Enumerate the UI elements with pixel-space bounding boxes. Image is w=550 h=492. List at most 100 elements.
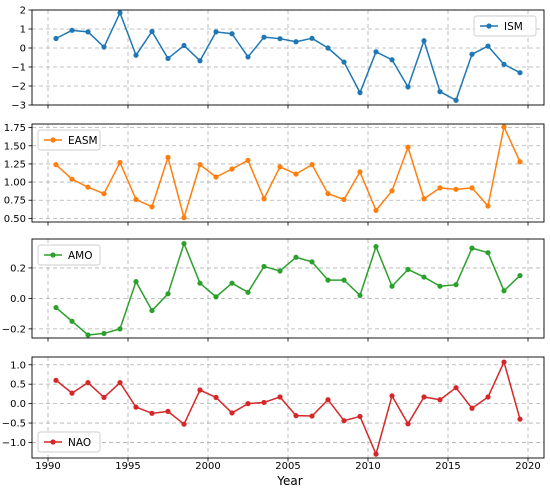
nao-y-axis: 1.0 0.5 0.0 −0.5 −1.0 [2,360,32,449]
nao-data-point [341,418,347,424]
ism-series-line [55,12,521,101]
ism-data-point [453,97,459,103]
easm-data-point [149,204,155,210]
easm-data-point [485,203,491,209]
nao-y-tick-label: −1.0 [2,438,26,449]
nao-data-point [261,399,267,406]
easm-data-point [85,184,91,190]
amo-data-point [53,304,59,311]
amo-data-point [421,274,427,280]
nao-data-point [373,451,379,457]
nao-data-point [165,408,171,414]
nao-data-point [149,410,155,416]
nao-data-point [213,394,219,400]
panel-ism: 2 1 0 −1 −2 −3 ISM [11,6,545,112]
ism-data-point [165,55,171,62]
nao-legend-label: NAO [68,437,91,449]
ism-data-point [405,84,411,90]
easm-legend-box [37,129,101,151]
ism-data-point [213,29,219,35]
easm-data-point [469,185,475,191]
ism-y-axis: 2 1 0 −1 −2 −3 [11,6,32,112]
amo-legend: AMO [37,244,101,266]
ism-data-point [309,35,315,41]
nao-legend: NAO [37,431,101,453]
amo-data-point [437,283,443,289]
nao-data-point [181,421,187,427]
easm-data-point [277,164,283,170]
easm-plot-frame [31,123,545,223]
easm-data-point [101,191,107,197]
ism-data-point [421,38,427,44]
easm-data-point [357,169,363,175]
ism-data-point [133,52,139,58]
nao-x-axis [47,458,529,462]
x-tick-labels: 1990 1995 2000 2005 2010 2015 2020 [35,461,540,472]
ism-data-point [357,90,363,96]
x-tick-label: 2020 [515,461,540,472]
ism-legend-marker [486,23,492,29]
easm-legend-label: EASM [68,135,98,147]
nao-data-point [197,387,203,393]
easm-data-point [437,185,443,191]
easm-data-point [245,157,251,163]
easm-grid [32,124,544,222]
x-tick-label: 1995 [115,461,140,472]
ism-y-tick-label: 2 [20,6,26,17]
amo-data-point [453,282,459,288]
nao-data-point [485,394,491,400]
amo-data-point [325,277,331,283]
amo-data-point [181,240,187,247]
amo-data-point [293,254,299,260]
amo-series-line [55,242,521,336]
nao-series-line [55,361,521,455]
ism-y-tick-label: 0 [20,44,26,55]
amo-legend-label: AMO [68,250,93,262]
easm-series-line [55,126,521,219]
amo-y-tick-label: 0.2 [10,263,26,274]
ism-y-tick-label: −2 [11,82,26,93]
amo-data-point [277,268,283,274]
nao-data-point [517,416,523,422]
ism-x-axis [47,105,529,109]
amo-data-point [261,263,267,270]
amo-data-point [133,279,139,285]
amo-data-point [341,277,347,283]
easm-y-tick-label: 0.75 [4,196,26,207]
amo-data-point [373,244,379,250]
easm-data-point [293,171,299,177]
x-tick-label: 2015 [435,461,460,472]
ism-data-point [101,44,107,50]
ism-data-point [469,51,475,57]
easm-data-point [373,207,379,213]
amo-data-point [517,272,523,279]
amo-legend-box [37,244,101,266]
amo-data-point [485,250,491,256]
easm-data-point [261,196,267,202]
amo-x-axis [47,338,529,342]
amo-data-point [149,307,155,314]
ism-legend-label: ISM [504,21,523,33]
amo-data-point [197,280,203,286]
amo-grid [32,239,544,338]
nao-data-point [453,385,459,391]
amo-data-point [501,288,507,294]
ism-y-tick-label: −3 [11,101,26,112]
easm-data-point [213,174,219,180]
ism-data-point [245,54,251,60]
panel-amo: 0.2 0.0 −0.2 AMO [2,238,545,342]
easm-data-point [133,196,139,203]
ism-data-point [277,36,283,42]
nao-data-point [357,413,363,420]
nao-data-point [389,393,395,399]
amo-y-tick-label: 0.0 [10,294,26,305]
nao-data-point [229,410,235,416]
nao-data-point [277,394,283,400]
ism-data-point [437,89,443,95]
ism-data-point [517,70,523,76]
ism-legend: ISM [473,15,537,37]
ism-data-point [197,58,203,64]
ism-data-point [149,28,155,35]
easm-markers [53,124,523,221]
